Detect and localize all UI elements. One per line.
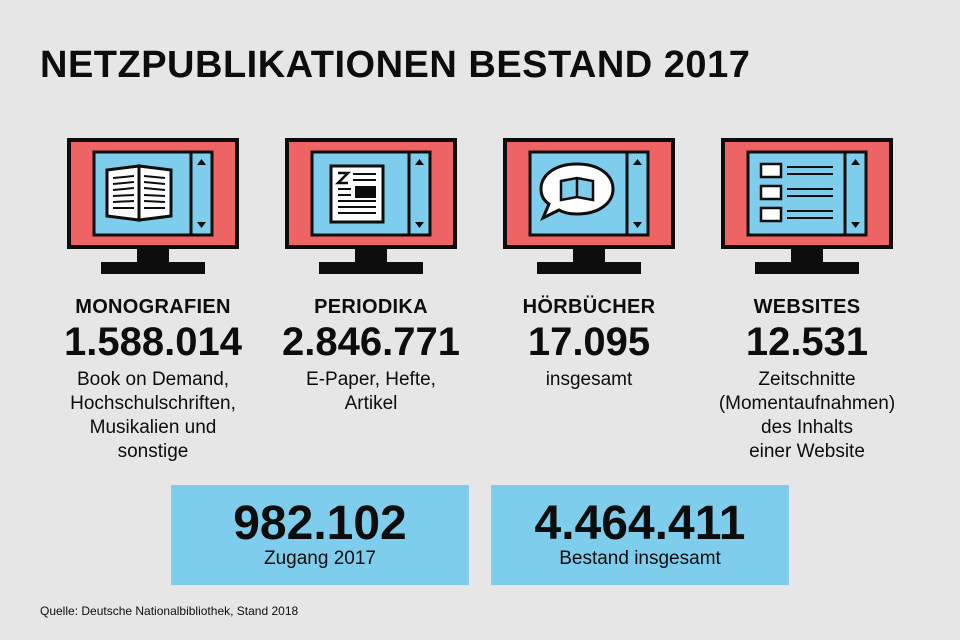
website-layout-icon (759, 162, 833, 223)
category-description: insgesamt (545, 369, 633, 390)
monitor-icon (503, 138, 675, 274)
monitor-icon (67, 138, 239, 274)
category-label: HÖRBÜCHER (522, 296, 656, 318)
total-label: Zugang 2017 (264, 548, 376, 569)
monitor-icon (285, 138, 457, 274)
category-description: E-Paper, Hefte, Artikel (306, 369, 436, 414)
category-description: Book on Demand, Hochschulschriften, Musi… (70, 369, 236, 462)
category-value: 2.846.771 (282, 320, 460, 364)
category-label: MONOGRAFIEN (75, 296, 231, 318)
source-note: Quelle: Deutsche Nationalbibliothek, Sta… (40, 604, 299, 618)
total-box-bestand: 4.464.411 Bestand insgesamt (491, 485, 789, 585)
monitor-icon (721, 138, 893, 274)
total-box-zugang: 982.102 Zugang 2017 (171, 485, 469, 585)
total-value: 4.464.411 (534, 497, 746, 550)
total-value: 982.102 (233, 497, 407, 550)
category-value: 17.095 (527, 320, 651, 364)
newspaper-icon (329, 164, 385, 224)
page-title: NETZPUBLIKATIONEN BESTAND 2017 (40, 44, 751, 86)
total-label: Bestand insgesamt (559, 548, 721, 569)
category-label: PERIODIKA (314, 296, 428, 318)
open-book-icon (105, 164, 173, 222)
category-value: 12.531 (745, 320, 869, 364)
category-label: WEBSITES (753, 296, 861, 318)
category-description: Zeitschnitte (Momentaufnahmen) des Inhal… (718, 369, 896, 462)
speech-bubble-book-icon (539, 162, 615, 222)
category-value: 1.588.014 (64, 320, 242, 364)
